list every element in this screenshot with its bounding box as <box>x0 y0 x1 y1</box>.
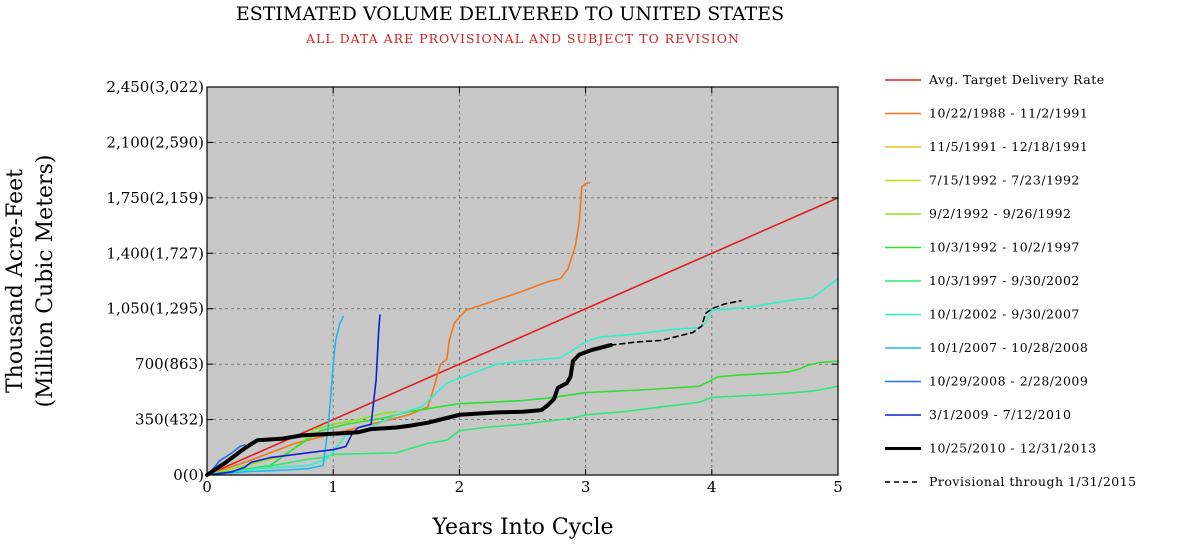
tick-group: 0 1 2 3 4 5 0(0) 350(432) 700(863) 1,050(1,295) 1,… <box>106 78 842 496</box>
series-line-0 <box>206 197 839 476</box>
legend-label-11: 10/25/2010 - 12/31/2013 <box>929 441 1097 456</box>
series-line-12 <box>609 299 742 346</box>
legend-label-5: 10/3/1992 - 10/2/1997 <box>929 240 1080 255</box>
y-tick-label: 1,400(1,727) <box>106 244 204 262</box>
legend-label-8: 10/1/2007 - 10/28/2008 <box>929 340 1088 355</box>
legend-label-4: 9/2/1992 - 9/26/1992 <box>929 206 1071 221</box>
x-tick-label: 1 <box>328 478 338 496</box>
x-tick-label: 3 <box>581 478 591 496</box>
legend-label-3: 7/15/1992 - 7/23/1992 <box>929 173 1080 188</box>
chart-subtitle: ALL DATA ARE PROVISIONAL AND SUBJECT TO … <box>305 31 740 46</box>
y-axis-label-line2: (Million Cubic Meters) <box>33 155 58 408</box>
y-tick-label: 1,050(1,295) <box>106 300 204 318</box>
y-tick-label: 1,750(2,159) <box>106 189 204 207</box>
legend: Avg. Target Delivery Rate 10/22/1988 - 11… <box>885 72 1137 489</box>
legend-label-0: Avg. Target Delivery Rate <box>928 72 1105 87</box>
x-tick-label: 2 <box>455 478 465 496</box>
y-tick-label: 700(863) <box>135 355 204 373</box>
y-tick-label: 350(432) <box>135 411 204 429</box>
x-tick-label: 4 <box>707 478 717 496</box>
chart-title: ESTIMATED VOLUME DELIVERED TO UNITED STA… <box>236 3 784 25</box>
series-group <box>205 182 839 477</box>
legend-label-12: Provisional through 1/31/2015 <box>929 474 1137 489</box>
series-line-6 <box>206 385 839 476</box>
x-axis-label: Years Into Cycle <box>431 515 613 540</box>
plot-frame <box>206 86 839 476</box>
grid <box>207 87 838 475</box>
legend-label-2: 11/5/1991 - 12/18/1991 <box>929 139 1088 154</box>
y-axis-label-line1: Thousand Acre-Feet <box>3 169 28 393</box>
series-line-4 <box>206 410 398 476</box>
y-tick-label: 2,450(3,022) <box>106 78 204 96</box>
legend-label-10: 3/1/2009 - 7/12/2010 <box>929 407 1071 422</box>
plot-area <box>207 87 838 475</box>
legend-label-9: 10/29/2008 - 2/28/2009 <box>929 374 1088 389</box>
y-tick-label: 2,100(2,590) <box>106 133 204 151</box>
series-line-5 <box>206 360 839 476</box>
series-line-10 <box>206 314 381 476</box>
y-tick-label: 0(0) <box>173 466 204 484</box>
legend-label-1: 10/22/1988 - 11/2/1991 <box>929 106 1088 121</box>
x-tick-label: 5 <box>833 478 843 496</box>
x-tick-label: 0 <box>202 478 212 496</box>
series-line-8 <box>206 315 345 476</box>
series-line-11 <box>205 343 613 477</box>
legend-label-6: 10/3/1997 - 9/30/2002 <box>929 273 1080 288</box>
legend-label-7: 10/1/2002 - 9/30/2007 <box>929 307 1080 322</box>
